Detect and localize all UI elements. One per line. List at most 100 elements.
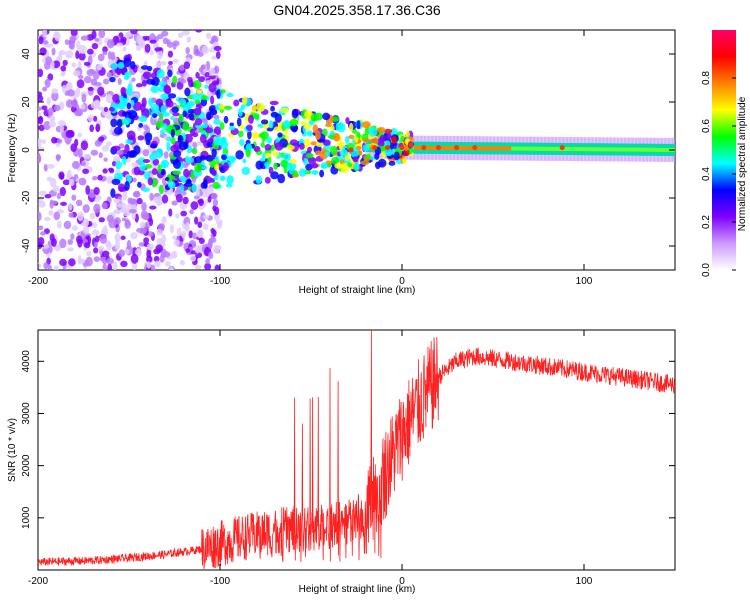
spectrogram-cell <box>206 141 214 148</box>
spectrogram-cell <box>192 147 198 155</box>
spectrogram-cell <box>130 99 135 107</box>
spectrogram-cell <box>143 237 150 244</box>
spectrogram-cell <box>403 148 410 156</box>
spectrogram-cell <box>264 176 271 184</box>
spectrogram-cell <box>456 146 463 150</box>
colorbar-gradient <box>712 30 736 270</box>
spectrogram-cell <box>125 139 134 145</box>
spectrogram-cell <box>180 210 188 217</box>
spectrogram-cell <box>53 265 59 270</box>
spectrogram-cell <box>60 71 66 77</box>
spectrogram-cell <box>349 122 354 132</box>
spectrogram-cell <box>122 117 132 124</box>
spectrogram-cell <box>209 109 218 116</box>
spectrogram-cell <box>478 146 485 151</box>
spectrogram-cell <box>199 134 207 144</box>
spectrogram-cell <box>303 124 312 130</box>
spectrogram-cell <box>158 223 165 231</box>
spectrogram-cell <box>172 42 177 50</box>
spectrogram-cell <box>131 77 136 82</box>
spectrogram-cell <box>78 52 86 61</box>
spectrogram-cell <box>216 221 223 230</box>
spectrogram-cell <box>141 202 147 212</box>
spectrogram-cell <box>202 178 208 188</box>
spectrogram-cell <box>50 200 58 205</box>
spectrogram-cell <box>191 183 197 193</box>
spectrogram-cell <box>198 237 205 244</box>
spectrogram-cell <box>189 255 197 262</box>
spectrogram-cell <box>38 106 43 111</box>
spectrogram-cell <box>65 99 74 108</box>
spectrogram-cell <box>97 246 105 251</box>
spectrogram-cell <box>130 253 139 264</box>
spectrogram-cell <box>327 163 332 168</box>
spectrogram-cell <box>163 85 171 94</box>
spectrogram-cell <box>142 158 151 164</box>
spectrogram-cell <box>386 132 392 140</box>
snr-series-line <box>38 330 675 570</box>
spectrogram-cell <box>215 51 221 60</box>
spectrogram-cell <box>675 144 681 156</box>
spectrogram-cell <box>237 130 244 138</box>
spectrogram-cell <box>56 192 61 200</box>
spectrogram-cell <box>38 211 42 222</box>
spectrogram-cell <box>159 113 164 120</box>
spectrogram-cell <box>38 147 45 152</box>
spectrogram-cell <box>393 151 400 161</box>
spectrogram-cell <box>584 147 590 152</box>
spectrogram-cell <box>60 201 67 207</box>
spectrogram-cell <box>92 175 98 181</box>
spectrogram-cell <box>38 36 44 45</box>
spectrogram-cell <box>220 140 229 150</box>
spectrogram-cell <box>269 100 279 106</box>
spectrogram-cell <box>175 213 180 219</box>
spectrogram-cell <box>111 161 117 167</box>
spectrogram-cell <box>152 158 160 166</box>
spectrogram-cell <box>83 75 92 84</box>
spectrogram-cell <box>205 127 214 134</box>
spectrogram-cell <box>362 144 370 152</box>
spectrogram-cell <box>212 205 217 212</box>
spectrogram-cell <box>631 147 638 152</box>
spectrogram-cell <box>38 225 44 231</box>
spectrogram-cell <box>152 113 158 118</box>
spectrogram-cell <box>507 146 514 151</box>
spectrogram-cell <box>93 186 100 196</box>
spectrogram-cell <box>303 157 308 166</box>
spectrogram-cell <box>656 147 663 152</box>
spectrogram-cell <box>132 191 140 198</box>
spectrogram-cell <box>238 107 243 117</box>
spectrogram-cell <box>169 266 174 270</box>
spectrogram-cell <box>132 177 137 183</box>
spectrogram-cell <box>106 39 115 49</box>
spectrogram-cell <box>306 130 313 137</box>
spectrogram-cell <box>92 115 98 122</box>
spectrogram-cell <box>84 242 91 249</box>
spectrogram-cell <box>80 140 89 151</box>
spectrogram-cell <box>214 264 220 270</box>
spectrogram-cell <box>103 106 109 113</box>
spectrogram-cell <box>97 174 103 181</box>
spectrogram-cell <box>132 101 142 111</box>
spectrogram-cell <box>71 62 77 68</box>
spectrogram-cell <box>598 147 605 152</box>
spectrogram-cell <box>247 129 252 140</box>
snr-ytick-label: 3000 <box>21 402 32 425</box>
spectrogram-cell <box>183 168 190 178</box>
spectrogram-cell <box>56 154 61 162</box>
spectrogram-cell <box>85 185 91 195</box>
spectrogram-cell <box>423 145 430 150</box>
spectrogram-cell <box>89 212 96 220</box>
spectrogram-cell <box>91 30 97 40</box>
spectrogram-cell <box>182 121 190 132</box>
spectrogram-cell <box>195 124 203 129</box>
spectrogram-cell <box>219 175 226 182</box>
spectrogram-cell <box>108 106 115 112</box>
spectrogram-ytick-label: 20 <box>21 96 32 108</box>
spectrogram-cell <box>319 169 325 178</box>
spectrogram-cell <box>416 145 423 150</box>
spectrogram-cell <box>122 46 127 52</box>
spectrogram-cell <box>333 132 340 142</box>
spectrogram-cell <box>41 105 48 111</box>
spectrogram-cell <box>205 32 212 39</box>
